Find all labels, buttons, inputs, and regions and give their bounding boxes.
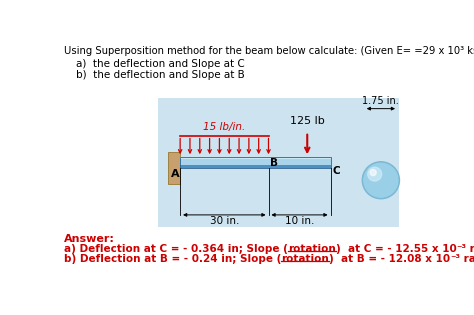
Bar bbox=[180, 157, 330, 168]
Text: 125 lb: 125 lb bbox=[290, 116, 325, 126]
Text: Answer:: Answer: bbox=[64, 234, 115, 244]
Circle shape bbox=[370, 169, 376, 176]
Text: ⁻³: ⁻³ bbox=[456, 244, 466, 254]
Text: rad: rad bbox=[460, 254, 474, 264]
Text: a)  the deflection and Slope at C: a) the deflection and Slope at C bbox=[76, 59, 245, 69]
Text: Using Superposition method for the beam below calculate: (Given E= =29 x 10³ ksi: Using Superposition method for the beam … bbox=[64, 45, 474, 55]
Text: 10 in.: 10 in. bbox=[285, 216, 314, 226]
Text: )  at C = - 12.55 x 10: ) at C = - 12.55 x 10 bbox=[336, 244, 456, 254]
Bar bbox=[168, 152, 180, 184]
Text: rotation: rotation bbox=[281, 254, 329, 264]
Text: a) Deflection at C = - 0.364 in; Slope (: a) Deflection at C = - 0.364 in; Slope ( bbox=[64, 244, 288, 254]
Text: C: C bbox=[332, 166, 340, 176]
Text: rotation: rotation bbox=[288, 244, 336, 254]
Text: 30 in.: 30 in. bbox=[210, 216, 239, 226]
Text: ⁻³: ⁻³ bbox=[450, 254, 460, 264]
Bar bbox=[180, 157, 330, 159]
Text: rad: rad bbox=[466, 244, 474, 254]
Bar bbox=[158, 98, 399, 227]
Text: A: A bbox=[171, 169, 179, 180]
Bar bbox=[180, 157, 330, 168]
Text: )  at B = - 12.08 x 10: ) at B = - 12.08 x 10 bbox=[329, 254, 450, 264]
Text: b)  the deflection and Slope at B: b) the deflection and Slope at B bbox=[76, 70, 245, 80]
Text: B: B bbox=[270, 158, 278, 168]
Bar bbox=[180, 165, 330, 168]
Circle shape bbox=[368, 167, 382, 181]
Circle shape bbox=[362, 162, 400, 199]
Circle shape bbox=[364, 163, 398, 197]
Text: 1.75 in.: 1.75 in. bbox=[363, 96, 399, 106]
Text: 15 lb/in.: 15 lb/in. bbox=[203, 122, 246, 132]
Text: b) Deflection at B = - 0.24 in; Slope (: b) Deflection at B = - 0.24 in; Slope ( bbox=[64, 254, 281, 264]
